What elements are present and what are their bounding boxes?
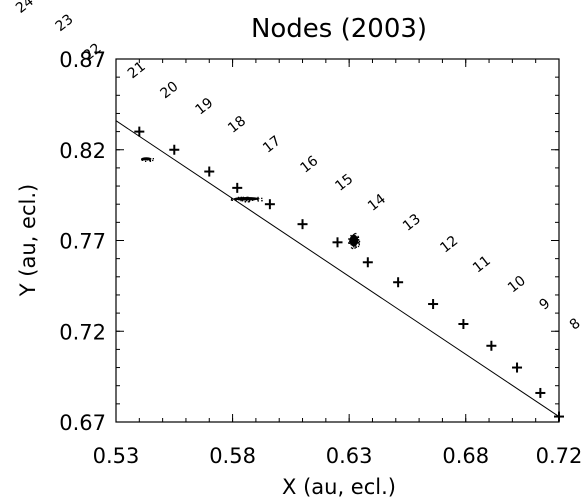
day-label: 16	[297, 153, 321, 177]
node-cluster	[141, 157, 155, 163]
day-label: 17	[260, 133, 284, 157]
y-tick-label: 0.87	[59, 48, 106, 72]
day-label: 21	[125, 59, 149, 83]
y-axis-title: Y (au, ecl.)	[16, 184, 40, 297]
day-label: 23	[53, 11, 77, 35]
node-markers	[134, 126, 564, 422]
node-marker	[458, 318, 469, 329]
node-marker	[554, 411, 564, 422]
day-label: 24	[13, 0, 37, 17]
day-label: 12	[437, 233, 461, 257]
day-label: 20	[158, 79, 182, 103]
node-marker	[232, 182, 243, 193]
y-tick-label: 0.82	[59, 139, 106, 163]
orbit-line	[115, 120, 560, 417]
y-tick-labels: 0.67 0.72 0.77 0.82 0.87	[59, 48, 106, 435]
x-tick-labels: 0.53 0.58 0.63 0.68 0.72	[93, 444, 583, 468]
node-marker	[332, 237, 343, 248]
node-marker	[204, 166, 215, 177]
x-tick-label: 0.58	[209, 444, 256, 468]
chart-title: Nodes (2003)	[251, 14, 427, 44]
day-label: 8	[567, 315, 584, 333]
day-label: 9	[536, 295, 553, 313]
node-marker	[362, 257, 373, 268]
node-marker	[535, 387, 546, 398]
node-marker	[428, 299, 439, 310]
node-cluster	[230, 196, 263, 203]
day-label: 14	[365, 191, 389, 215]
day-label: 11	[470, 253, 494, 277]
y-tick-label: 0.77	[59, 230, 106, 254]
node-marker	[297, 219, 308, 230]
y-tick-label: 0.72	[59, 320, 106, 344]
node-marker	[393, 277, 404, 288]
x-tick-label: 0.68	[442, 444, 489, 468]
node-cluster	[348, 232, 361, 250]
x-tick-label: 0.72	[536, 444, 583, 468]
day-label: 15	[332, 171, 356, 195]
day-label: 13	[400, 211, 424, 235]
day-labels: 2242322212019181716151413121110987	[13, 0, 584, 334]
day-label: 18	[225, 113, 249, 137]
day-label: 10	[505, 273, 529, 297]
day-label: 19	[193, 95, 217, 119]
node-marker	[134, 126, 145, 137]
node-clusters	[141, 157, 361, 250]
node-marker	[169, 144, 180, 155]
x-tick-label: 0.53	[93, 444, 140, 468]
y-tick-label: 0.67	[59, 411, 106, 435]
x-tick-label: 0.63	[326, 444, 373, 468]
x-axis-title: X (au, ecl.)	[282, 475, 396, 499]
node-marker	[486, 340, 497, 351]
node-marker	[512, 362, 523, 373]
node-marker	[264, 199, 275, 210]
